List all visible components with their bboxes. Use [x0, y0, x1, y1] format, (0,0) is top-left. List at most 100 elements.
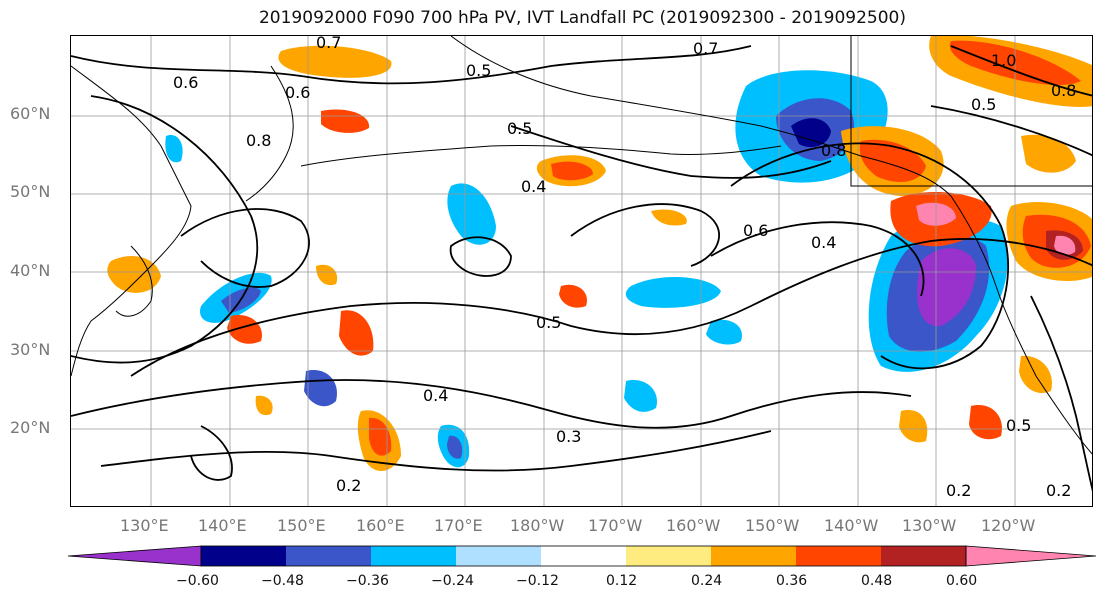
- contour-label: 0.7: [316, 36, 341, 52]
- lat-label: 40°N: [10, 261, 51, 280]
- anomaly-neg-mid-2: [706, 319, 742, 345]
- contour-4: [130, 238, 1092, 377]
- contour-label: 0.5: [971, 95, 996, 114]
- anomaly-pos-north-2: [321, 109, 370, 133]
- anomaly-neg-central: [447, 183, 496, 245]
- contour-1: [71, 45, 752, 85]
- contour-label: 0.5: [536, 313, 561, 332]
- anomaly-neg-nw-coast-core: [917, 248, 976, 327]
- contour-label: 0.6: [173, 73, 198, 92]
- lon-label: 180°W: [510, 516, 565, 535]
- anomaly-pos-south-1: [339, 310, 374, 356]
- lon-label: 140°E: [198, 516, 247, 535]
- contour-label: 0.8: [246, 131, 271, 150]
- anomaly-pos-east-pink: [1054, 235, 1076, 255]
- contour-label: 0.4: [811, 233, 836, 252]
- colorbar-tick-label: 0.24: [691, 573, 723, 589]
- colorbar-swatch: [881, 546, 966, 566]
- anomaly-pos-south-2: [227, 315, 262, 344]
- contour-13: [190, 425, 233, 481]
- coast-asia: [71, 65, 192, 377]
- anomaly-pos-south-3-core: [369, 417, 392, 456]
- contour-label: 0.8: [1051, 81, 1076, 100]
- contour-15: [510, 125, 832, 179]
- anomaly-neg-mid-1: [625, 276, 721, 308]
- lon-label: 150°E: [277, 516, 326, 535]
- colorbar-swatch: [626, 546, 711, 566]
- contour-label: 0.4: [423, 386, 448, 405]
- lon-label: 160°W: [666, 516, 721, 535]
- colorbar-tick-label: 0.12: [606, 573, 638, 589]
- lon-label: 170°W: [588, 516, 643, 535]
- figure-title: 2019092000 F090 700 hPa PV, IVT Landfall…: [258, 8, 906, 28]
- contour-label: 0.5: [1006, 416, 1031, 435]
- lat-label: 50°N: [10, 182, 51, 201]
- anomaly-pos-central-1-core: [551, 161, 593, 181]
- anomaly-pos-south-east-3: [255, 395, 273, 416]
- contour-label: 0.6: [743, 221, 768, 240]
- pv-contours: [71, 45, 1092, 492]
- contour-7: [449, 236, 512, 277]
- colorbar-swatch: [456, 546, 541, 566]
- contour-14: [570, 203, 720, 267]
- lon-label: 170°E: [434, 516, 483, 535]
- anomaly-neg-south-2: [304, 370, 337, 407]
- colorbar-tick-label: −0.60: [176, 573, 219, 589]
- contour-9: [710, 221, 925, 297]
- anomaly-pos-mid-2: [316, 264, 338, 286]
- colorbar-extend-high: [965, 545, 1097, 567]
- contour-label: 0.2: [336, 476, 361, 495]
- coast-alaska: [450, 36, 952, 197]
- coast-kamchatka: [245, 65, 294, 202]
- contour-label: 0.7: [693, 39, 718, 58]
- lat-label: 30°N: [10, 340, 51, 359]
- graticule: [71, 36, 1092, 506]
- anomaly-pos-north-1: [278, 45, 392, 78]
- lon-label: 140°W: [824, 516, 879, 535]
- colorbar-extend-low: [68, 545, 202, 567]
- colorbar-tick-label: 0.36: [776, 573, 808, 589]
- contour-3: [180, 208, 310, 288]
- contour-label: 0.8: [821, 141, 846, 160]
- colorbar-swatch: [711, 546, 796, 566]
- colorbar-frame: [200, 545, 967, 567]
- colorbar-swatch: [371, 546, 456, 566]
- lon-label: 160°E: [356, 516, 405, 535]
- colorbar-tick-label: −0.48: [261, 573, 304, 589]
- contour-label: 0.4: [521, 177, 546, 196]
- lat-label: 60°N: [10, 104, 51, 123]
- anomaly-shading: [107, 36, 1092, 471]
- contour-label: 0.5: [507, 119, 532, 138]
- contour-label: 0.2: [1046, 481, 1071, 500]
- contour-label: 0.3: [556, 427, 581, 446]
- contour-11: [930, 105, 1092, 157]
- anomaly-pos-mid-1: [559, 284, 587, 308]
- anomaly-neg-northwest: [165, 135, 183, 163]
- lon-label: 130°E: [120, 516, 169, 535]
- colorbar-tick-label: −0.24: [431, 573, 474, 589]
- colorbar-swatch: [286, 546, 371, 566]
- colorbar-tick-label: −0.12: [516, 573, 559, 589]
- anomaly-pos-south-east-1: [899, 410, 928, 443]
- anomaly-neg-gulf-alaska-dark: [791, 118, 831, 148]
- contour-12: [1030, 295, 1092, 492]
- colorbar-swatch: [201, 546, 286, 566]
- colorbar-swatch: [541, 546, 626, 566]
- contour-label: 0.6: [285, 83, 310, 102]
- coast-aleutians: [300, 144, 782, 167]
- colorbar-swatch: [796, 546, 881, 566]
- coast-ne-box: [850, 36, 1092, 187]
- colorbar-tick-label: −0.36: [346, 573, 389, 589]
- contour-labels: 0.7 0.7 0.6 0.6 0.5 0.5 0.5 0.4 0.4 0.4 …: [173, 36, 1076, 500]
- anomaly-neg-south-1b: [447, 435, 463, 459]
- coast-japan: [115, 245, 153, 317]
- lon-label: 130°W: [902, 516, 957, 535]
- contour-5: [71, 379, 912, 429]
- contour-label: 1.0: [991, 51, 1016, 70]
- contour-label: 0.2: [946, 481, 971, 500]
- colorbar: [68, 545, 1097, 567]
- contour-label: 0.5: [466, 61, 491, 80]
- colorbar-tick-label: 0.48: [861, 573, 893, 589]
- contour-10: [950, 45, 1092, 97]
- colorbar-tick-label: 0.60: [946, 573, 978, 589]
